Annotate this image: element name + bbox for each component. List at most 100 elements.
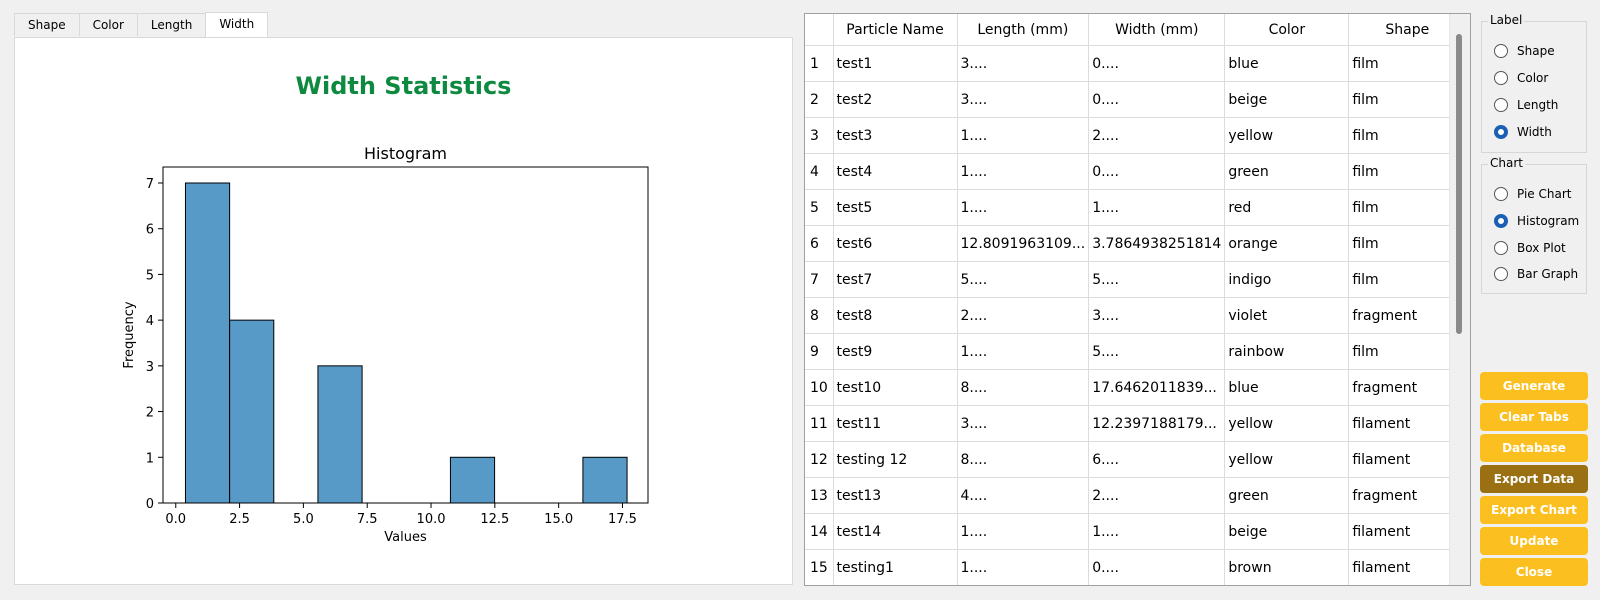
clear-tabs-button[interactable]: Clear Tabs [1480,403,1588,431]
cell-shape[interactable]: fragment [1348,297,1467,334]
radio-label-length[interactable]: Length [1494,96,1558,114]
table-row[interactable]: 8 test8 2.... 3.... violet fragment [805,297,1467,334]
cell-length[interactable]: 8.... [957,441,1090,478]
cell-width[interactable]: 0.... [1088,45,1226,82]
table-row[interactable]: 11 test11 3.... 12.2397188179... yellow filam… [805,405,1467,442]
cell-width[interactable]: 3.7864938251814 [1088,225,1226,262]
cell-particle-name[interactable]: test7 [833,261,958,298]
row-number[interactable]: 6 [805,225,834,262]
close-button[interactable]: Close [1480,558,1588,586]
cell-length[interactable]: 1.... [957,513,1090,550]
cell-shape[interactable]: film [1348,261,1467,298]
radio-chart-box-plot[interactable]: Box Plot [1494,239,1566,257]
cell-color[interactable]: blue [1224,45,1350,82]
cell-color[interactable]: yellow [1224,405,1350,442]
database-button[interactable]: Database [1480,434,1588,462]
cell-particle-name[interactable]: test4 [833,153,958,190]
cell-length[interactable]: 3.... [957,81,1090,118]
cell-particle-name[interactable]: testing1 [833,549,958,585]
row-number[interactable]: 13 [805,477,834,514]
column-header-particle-name[interactable]: Particle Name [833,14,958,46]
column-header-width[interactable]: Width (mm) [1088,14,1226,46]
cell-width[interactable]: 5.... [1088,333,1226,370]
cell-color[interactable]: beige [1224,81,1350,118]
row-number[interactable]: 7 [805,261,834,298]
cell-particle-name[interactable]: test8 [833,297,958,334]
cell-color[interactable]: green [1224,477,1350,514]
cell-particle-name[interactable]: test2 [833,81,958,118]
cell-color[interactable]: violet [1224,297,1350,334]
row-number[interactable]: 10 [805,369,834,406]
radio-chart-pie[interactable]: Pie Chart [1494,185,1571,203]
cell-length[interactable]: 5.... [957,261,1090,298]
row-number[interactable]: 15 [805,549,834,585]
cell-length[interactable]: 1.... [957,189,1090,226]
cell-length[interactable]: 1.... [957,153,1090,190]
cell-shape[interactable]: film [1348,225,1467,262]
column-header-color[interactable]: Color [1224,14,1350,46]
cell-shape[interactable]: filament [1348,549,1467,585]
cell-width[interactable]: 1.... [1088,189,1226,226]
cell-color[interactable]: blue [1224,369,1350,406]
scrollbar-thumb[interactable] [1456,34,1462,334]
radio-chart-histogram[interactable]: Histogram [1494,212,1579,230]
corner-header[interactable] [805,14,834,46]
cell-particle-name[interactable]: test6 [833,225,958,262]
tab-color[interactable]: Color [78,13,138,36]
cell-color[interactable]: beige [1224,513,1350,550]
cell-width[interactable]: 0.... [1088,81,1226,118]
cell-length[interactable]: 1.... [957,117,1090,154]
particle-table[interactable]: Particle Name Length (mm) Width (mm) Col… [804,13,1471,586]
cell-length[interactable]: 12.8091963109... [957,225,1090,262]
cell-length[interactable]: 8.... [957,369,1090,406]
cell-width[interactable]: 12.2397188179... [1088,405,1226,442]
cell-length[interactable]: 1.... [957,333,1090,370]
table-row[interactable]: 6 test6 12.8091963109... 3.7864938251814 ora… [805,225,1467,262]
cell-length[interactable]: 4.... [957,477,1090,514]
cell-color[interactable]: green [1224,153,1350,190]
table-vertical-scrollbar[interactable] [1449,14,1470,585]
cell-width[interactable]: 0.... [1088,153,1226,190]
cell-particle-name[interactable]: test11 [833,405,958,442]
export-data-button[interactable]: Export Data [1480,465,1588,493]
radio-label-color[interactable]: Color [1494,69,1548,87]
cell-color[interactable]: brown [1224,549,1350,585]
cell-particle-name[interactable]: test13 [833,477,958,514]
row-number[interactable]: 3 [805,117,834,154]
cell-width[interactable]: 6.... [1088,441,1226,478]
cell-particle-name[interactable]: test3 [833,117,958,154]
cell-shape[interactable]: film [1348,189,1467,226]
table-row[interactable]: 1 test1 3.... 0.... blue film [805,45,1467,82]
row-number[interactable]: 12 [805,441,834,478]
cell-particle-name[interactable]: test1 [833,45,958,82]
cell-particle-name[interactable]: test14 [833,513,958,550]
radio-label-width[interactable]: Width [1494,123,1552,141]
table-row[interactable]: 12 testing 12 8.... 6.... yellow filament [805,441,1467,478]
row-number[interactable]: 8 [805,297,834,334]
table-row[interactable]: 4 test4 1.... 0.... green film [805,153,1467,190]
column-header-shape[interactable]: Shape [1348,14,1467,46]
table-row[interactable]: 7 test7 5.... 5.... indigo film [805,261,1467,298]
cell-shape[interactable]: filament [1348,513,1467,550]
cell-width[interactable]: 0.... [1088,549,1226,585]
column-header-length[interactable]: Length (mm) [957,14,1090,46]
cell-color[interactable]: red [1224,189,1350,226]
cell-width[interactable]: 3.... [1088,297,1226,334]
cell-length[interactable]: 3.... [957,45,1090,82]
radio-chart-bar-graph[interactable]: Bar Graph [1494,265,1578,283]
cell-shape[interactable]: fragment [1348,477,1467,514]
table-row[interactable]: 2 test2 3.... 0.... beige film [805,81,1467,118]
cell-length[interactable]: 1.... [957,549,1090,585]
cell-width[interactable]: 2.... [1088,117,1226,154]
cell-width[interactable]: 5.... [1088,261,1226,298]
tab-length[interactable]: Length [136,13,207,36]
radio-label-shape[interactable]: Shape [1494,42,1555,60]
cell-particle-name[interactable]: test9 [833,333,958,370]
row-number[interactable]: 5 [805,189,834,226]
cell-width[interactable]: 2.... [1088,477,1226,514]
row-number[interactable]: 4 [805,153,834,190]
table-row[interactable]: 13 test13 4.... 2.... green fragment [805,477,1467,514]
cell-color[interactable]: yellow [1224,441,1350,478]
tab-width[interactable]: Width [205,12,269,37]
cell-particle-name[interactable]: testing 12 [833,441,958,478]
